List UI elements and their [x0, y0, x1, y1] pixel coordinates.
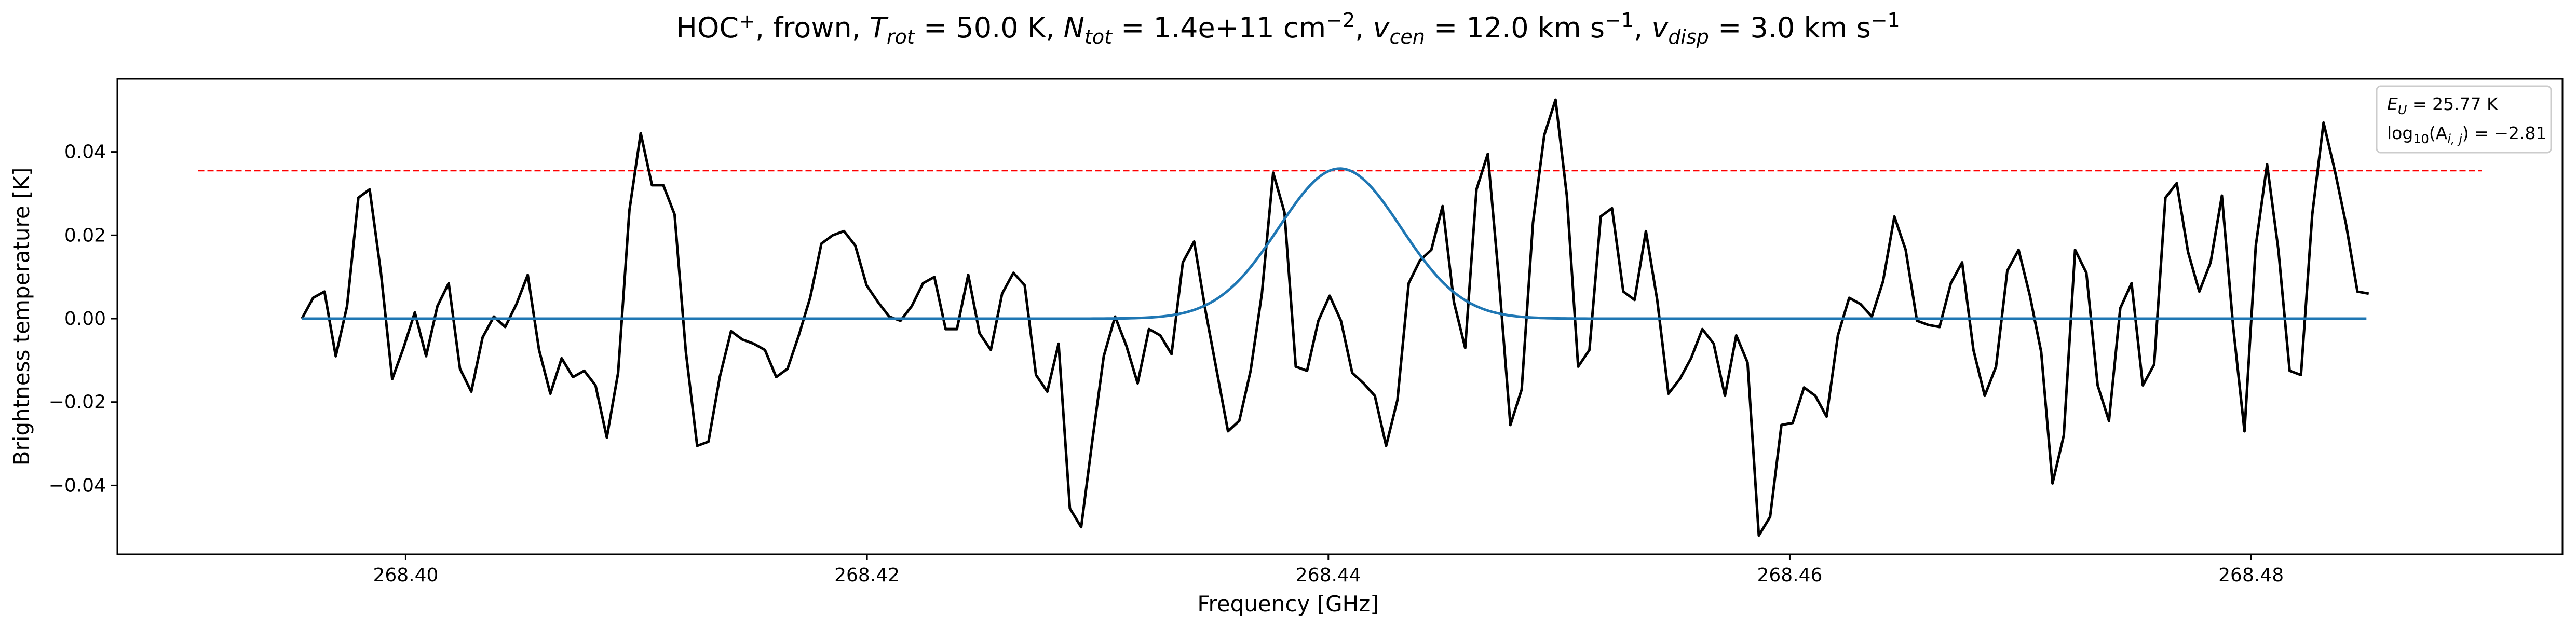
legend-einstein-label: log10(Ai, j) = −2.81 — [2387, 123, 2547, 146]
y-tick-label: 0.00 — [64, 308, 106, 330]
y-tick-label: 0.02 — [64, 225, 106, 246]
x-tick-label: 268.44 — [1296, 565, 1361, 586]
plot-frame — [116, 78, 2564, 555]
chart-title: HOC+, frown, Trot = 50.0 K, Ntot = 1.4e+… — [676, 9, 1900, 48]
x-tick-label: 268.40 — [373, 565, 438, 586]
plot-layers — [198, 98, 2482, 537]
y-axis-label: Brightness temperature [K] — [9, 168, 34, 466]
model-fit-line — [302, 167, 2367, 320]
x-axis-label: Frequency [GHz] — [1197, 591, 1378, 617]
x-tick-label: 268.42 — [834, 565, 900, 586]
x-tick-label: 268.48 — [2218, 565, 2284, 586]
x-tick-label: 268.46 — [1757, 565, 1822, 586]
y-tick-label: −0.04 — [49, 475, 106, 496]
legend: EU = 25.77 K log10(Ai, j) = −2.81 — [2376, 85, 2552, 154]
y-tick-label: 0.04 — [64, 142, 106, 163]
y-axis-ticks: −0.04 −0.02 0.00 0.02 0.04 — [49, 142, 117, 496]
x-axis-ticks: 268.40 268.42 268.44 268.46 268.48 — [373, 554, 2284, 586]
observed-spectrum-line — [301, 98, 2369, 537]
legend-energy-label: EU = 25.77 K — [2387, 94, 2499, 117]
y-tick-label: −0.02 — [49, 392, 106, 413]
legend-box — [2376, 85, 2552, 154]
